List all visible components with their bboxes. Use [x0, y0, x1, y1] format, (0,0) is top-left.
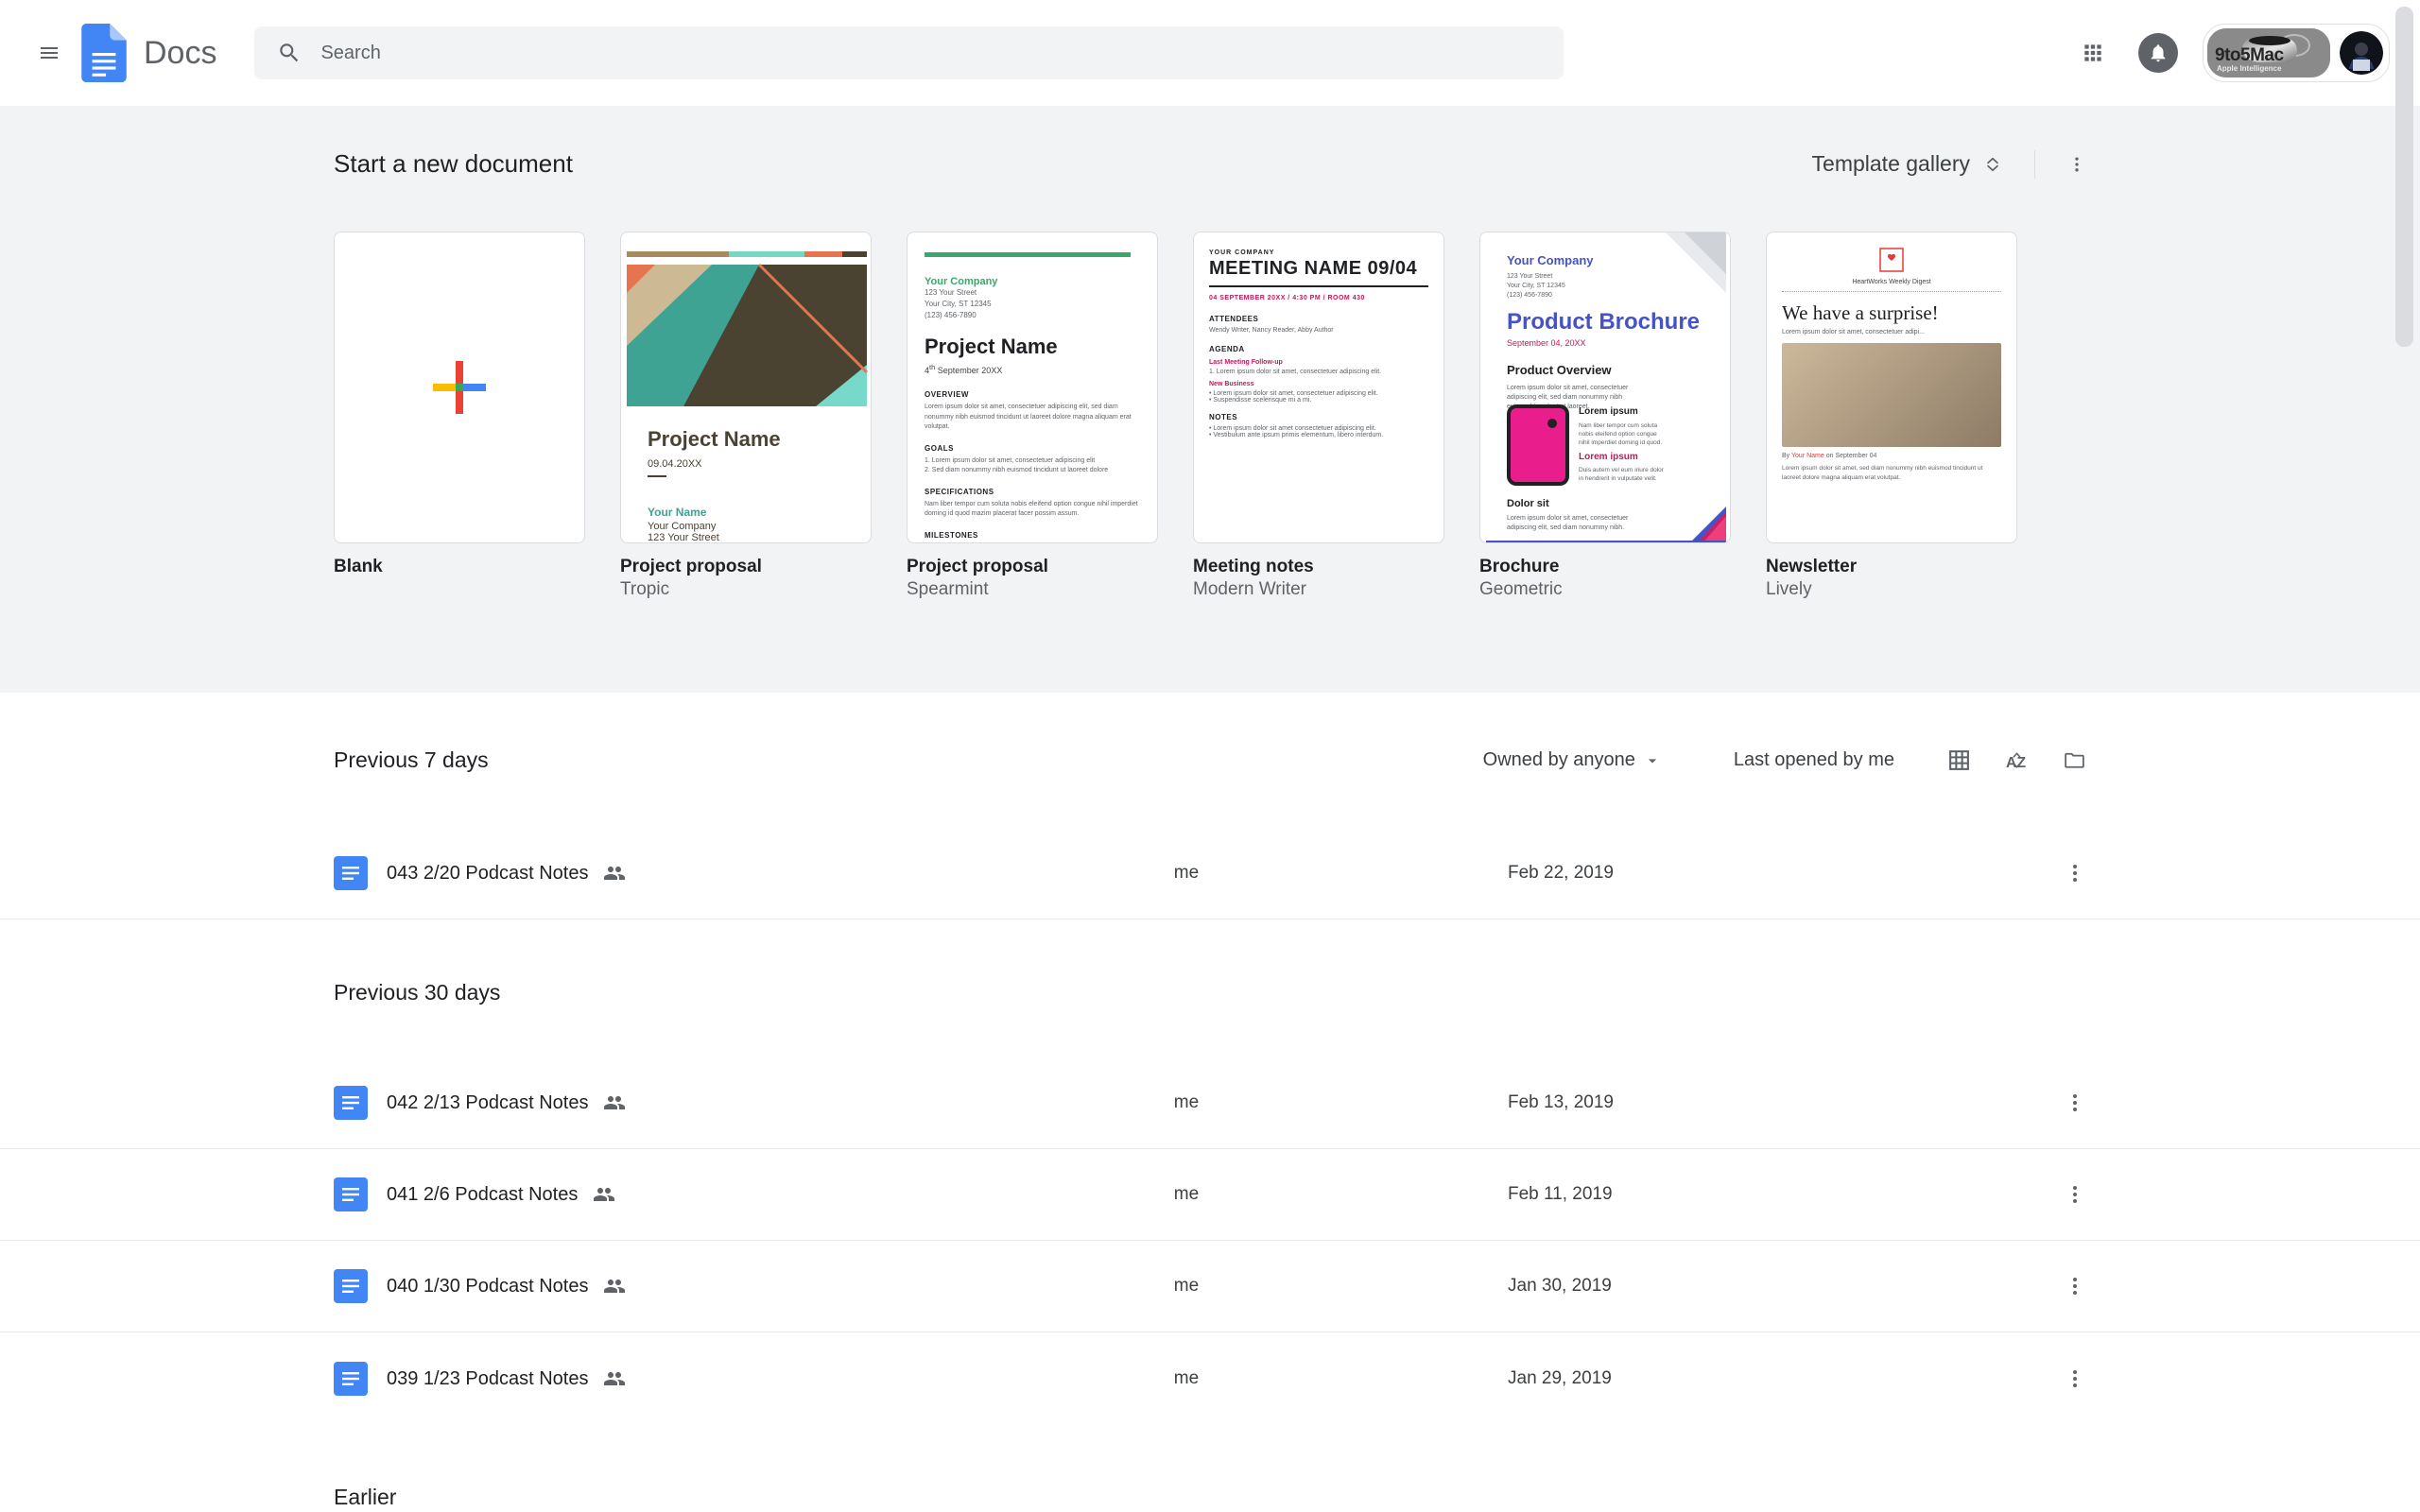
- svg-text:Nam liber tempor cum soluta: Nam liber tempor cum soluta: [1579, 422, 1657, 429]
- svg-text:(123) 456-7890: (123) 456-7890: [1507, 292, 1552, 299]
- svg-text:adipiscing elit, sed diam nonu: adipiscing elit, sed diam nonummy nibh.: [1507, 524, 1624, 531]
- svg-text:Your Company: Your Company: [1507, 253, 1594, 267]
- svg-text:123 Your Street: 123 Your Street: [1507, 273, 1552, 280]
- svg-text:Your City, ST 12345: Your City, ST 12345: [1507, 283, 1565, 289]
- svg-text:Your Name: Your Name: [648, 506, 707, 519]
- svg-text:Dolor sit: Dolor sit: [1507, 498, 1549, 509]
- svg-text:adipiscing elit, sed diam nonu: adipiscing elit, sed diam nonummy nibh: [1507, 394, 1622, 401]
- svg-text:Apple Intelligence: Apple Intelligence: [2217, 64, 2282, 73]
- svg-text:in hendrerit in vulputate veli: in hendrerit in vulputate velit.: [1579, 475, 1657, 482]
- svg-text:Project Name: Project Name: [648, 427, 781, 451]
- svg-text:Lorem ipsum dolor sit amet, co: Lorem ipsum dolor sit amet, consectetuer: [1507, 515, 1629, 522]
- svg-text:Your Company: Your Company: [648, 521, 717, 532]
- svg-text:9to5Mac: 9to5Mac: [2215, 45, 2284, 65]
- svg-text:nihil imperdiet doming id quod: nihil imperdiet doming id quod.: [1579, 439, 1662, 446]
- svg-text:Product Brochure: Product Brochure: [1507, 309, 1700, 335]
- svg-text:nobis eleifend option congue: nobis eleifend option congue: [1579, 431, 1657, 438]
- svg-text:A: A: [2006, 755, 2016, 771]
- svg-text:Lorem ipsum: Lorem ipsum: [1579, 452, 1638, 462]
- svg-text:Duis autem vel eum iriure dolo: Duis autem vel eum iriure dolor: [1579, 467, 1665, 473]
- svg-text:Lorem ipsum dolor sit amet, co: Lorem ipsum dolor sit amet, consectetuer: [1507, 385, 1629, 391]
- svg-text:September 04, 20XX: September 04, 20XX: [1507, 338, 1586, 348]
- svg-text:Z: Z: [2017, 755, 2027, 771]
- svg-text:Product Overview: Product Overview: [1507, 363, 1612, 377]
- svg-text:Lorem ipsum: Lorem ipsum: [1579, 406, 1638, 417]
- svg-text:09.04.20XX: 09.04.20XX: [648, 458, 702, 470]
- svg-text:123 Your Street: 123 Your Street: [648, 532, 719, 543]
